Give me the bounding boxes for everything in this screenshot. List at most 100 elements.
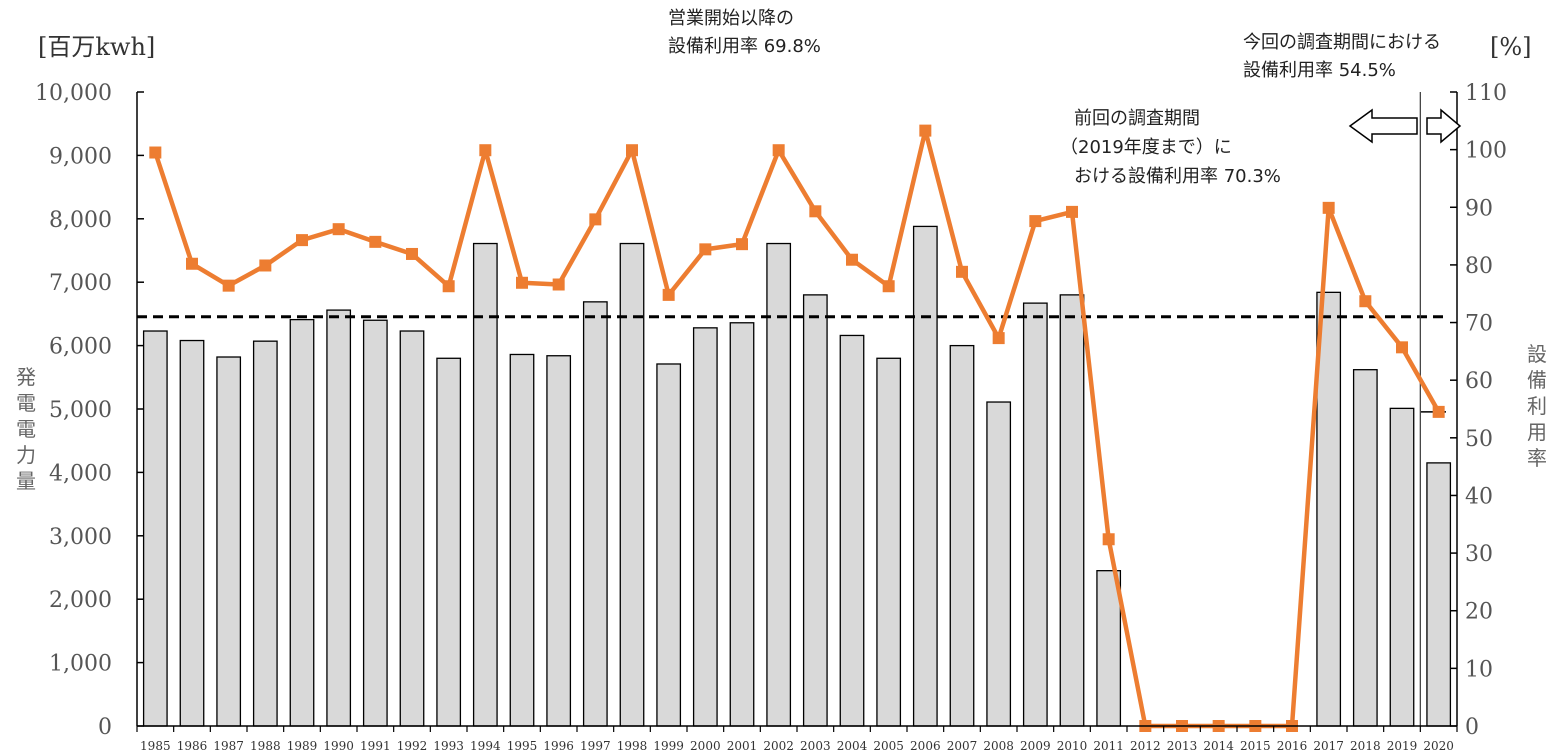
left-axis-unit: [百万kwh] xyxy=(38,33,155,61)
right-tick-label: 0 xyxy=(1465,715,1479,740)
line-point-2000 xyxy=(699,243,712,256)
axes-layer: 0 1,000 2,000 3,000 4,000 5,000 6,000 7,000 8,00… xyxy=(35,81,1507,753)
bar-2000 xyxy=(692,327,718,727)
bar-2003 xyxy=(802,294,828,727)
line-point-1986 xyxy=(186,257,198,270)
bar-1995 xyxy=(509,353,535,727)
bar-2006 xyxy=(912,225,938,727)
line-point-1987 xyxy=(222,279,235,292)
left-tick-label: 10,000 xyxy=(35,81,112,106)
bar-2007 xyxy=(949,344,975,727)
right-tick-label: 20 xyxy=(1465,600,1493,625)
bar-1992 xyxy=(399,330,425,727)
bar-1997 xyxy=(582,301,608,727)
line-point-2020 xyxy=(1432,405,1445,418)
x-tick-label-2014: 2014 xyxy=(1203,739,1234,753)
x-tick-label-1996: 1996 xyxy=(543,739,574,753)
axis-title-char: 率 xyxy=(1527,446,1547,470)
bar-1989 xyxy=(289,318,315,727)
axis-title-char: 量 xyxy=(16,469,36,493)
line-point-1988 xyxy=(259,259,272,272)
axis-title-char: 利 xyxy=(1527,394,1547,418)
right-tick-label: 40 xyxy=(1465,484,1493,509)
line-point-2005 xyxy=(882,280,895,293)
line-point-1998 xyxy=(626,144,638,157)
bar-1985 xyxy=(142,330,168,727)
bar-1987 xyxy=(216,356,242,727)
x-tick-label-1997: 1997 xyxy=(580,739,611,753)
bar-2001 xyxy=(729,322,755,727)
line-point-1989 xyxy=(296,234,308,247)
right-tick-label: 100 xyxy=(1465,139,1507,164)
axis-title-char: 用 xyxy=(1527,420,1547,444)
x-tick-label-1987: 1987 xyxy=(213,739,244,753)
bar-2020 xyxy=(1426,462,1452,727)
x-tick-label-2011: 2011 xyxy=(1093,739,1124,753)
left-tick-label: 9,000 xyxy=(49,144,112,169)
right-axis-title: 設備利用率 xyxy=(1527,342,1547,470)
left-tick-label: 8,000 xyxy=(49,208,112,233)
x-tick-label-2012: 2012 xyxy=(1130,739,1161,753)
bar-1993 xyxy=(436,357,462,727)
x-tick-label-1992: 1992 xyxy=(397,739,428,753)
line-point-2003 xyxy=(809,205,822,218)
right-tick-label: 70 xyxy=(1465,312,1493,337)
right-tick-label: 50 xyxy=(1465,427,1493,452)
bar-2004 xyxy=(839,334,865,727)
x-tick-label-2017: 2017 xyxy=(1313,739,1344,753)
line-point-2008 xyxy=(992,332,1005,345)
x-tick-label-2016: 2016 xyxy=(1277,739,1308,753)
bar-2011 xyxy=(1096,570,1122,727)
line-point-1992 xyxy=(406,247,418,260)
bar-1999 xyxy=(656,363,682,727)
line-point-1999 xyxy=(662,288,675,301)
axis-title-char: 電 xyxy=(16,391,36,415)
x-tick-label-2007: 2007 xyxy=(947,739,978,753)
x-tick-label-2001: 2001 xyxy=(727,739,758,753)
x-tick-label-2013: 2013 xyxy=(1167,739,1198,753)
axis-title-char: 力 xyxy=(16,443,36,467)
x-tick-label-2005: 2005 xyxy=(873,739,904,753)
left-tick-label: 6,000 xyxy=(49,335,112,360)
x-tick-label-2003: 2003 xyxy=(800,739,831,753)
x-tick-label-2018: 2018 xyxy=(1350,739,1381,753)
bar-1996 xyxy=(546,355,572,727)
right-tick-label: 60 xyxy=(1465,369,1493,394)
left-tick-label: 0 xyxy=(98,715,112,740)
axis-title-char: 発 xyxy=(16,365,36,389)
x-tick-label-1986: 1986 xyxy=(177,739,208,753)
x-tick-label-2015: 2015 xyxy=(1240,739,1271,753)
bar-2019 xyxy=(1389,407,1415,727)
left-tick-label: 5,000 xyxy=(49,398,112,423)
line-point-1985 xyxy=(149,146,162,159)
x-tick-label-2020: 2020 xyxy=(1423,739,1454,753)
right-axis-unit: [%] xyxy=(1490,33,1532,61)
annotation-top-center-line2: 設備利用率 69.8% xyxy=(668,36,821,57)
bar-1988 xyxy=(252,340,278,727)
bar-2018 xyxy=(1352,369,1378,727)
x-tick-label-2008: 2008 xyxy=(983,739,1014,753)
right-tick-label: 90 xyxy=(1465,196,1493,221)
line-point-1996 xyxy=(552,278,565,291)
line-point-1991 xyxy=(369,235,382,248)
x-tick-label-1998: 1998 xyxy=(617,739,648,753)
axis-title-char: 設 xyxy=(1527,342,1547,366)
right-tick-label: 30 xyxy=(1465,542,1493,567)
annotation-mid-line1: 前回の調査期間 xyxy=(1074,108,1200,129)
bar-1990 xyxy=(326,309,352,727)
bar-2010 xyxy=(1059,294,1085,727)
left-tick-label: 3,000 xyxy=(49,525,112,550)
bars-layer xyxy=(142,225,1452,727)
bar-1991 xyxy=(362,319,388,727)
x-tick-label-2019: 2019 xyxy=(1387,739,1418,753)
annotation-top-right-line2: 設備利用率 54.5% xyxy=(1243,60,1396,81)
x-tick-label-1993: 1993 xyxy=(433,739,464,753)
arrow-left-icon xyxy=(1348,108,1418,144)
line-point-1990 xyxy=(332,223,345,236)
line-point-2007 xyxy=(956,265,968,278)
x-tick-label-1994: 1994 xyxy=(470,739,501,753)
x-tick-label-2006: 2006 xyxy=(910,739,941,753)
